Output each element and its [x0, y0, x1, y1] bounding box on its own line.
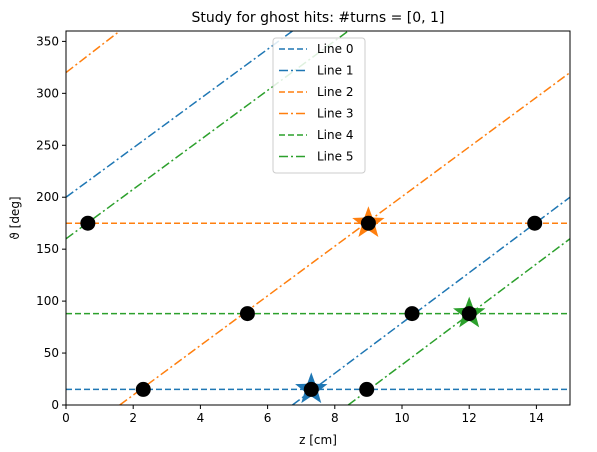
y-axis: 0 50 100 150 200 250 300 350: [36, 34, 66, 412]
legend: Line 0 Line 1 Line 2 Line 3 Line 4 Line 5: [272, 37, 366, 174]
x-axis: 0 2 4 6 8 10 12 14: [62, 405, 544, 425]
series-line-line-1-segment-0: [66, 31, 293, 198]
legend-label-line-5: Line 5: [317, 150, 353, 164]
x-tick-label: 10: [394, 411, 409, 425]
x-tick-label: 2: [129, 411, 137, 425]
plot-markers: [80, 206, 543, 404]
x-tick-label: 4: [197, 411, 205, 425]
y-axis-label: ϑ [deg]: [8, 196, 22, 239]
plot-lines: [66, 31, 570, 405]
chart-title: Study for ghost hits: #turns = [0, 1]: [192, 10, 445, 26]
hit-point-1: [360, 215, 376, 231]
y-tick-label: 300: [36, 86, 59, 100]
y-tick-label: 50: [44, 346, 59, 360]
y-tick-label: 250: [36, 138, 59, 152]
series-line-line-5-segment-5: [347, 238, 570, 405]
x-tick-label: 8: [331, 411, 339, 425]
legend-box: [272, 37, 366, 174]
y-tick-label: 200: [36, 190, 59, 204]
hit-point-2: [527, 215, 543, 231]
x-tick-label: 12: [462, 411, 477, 425]
hit-point-5: [461, 306, 477, 322]
legend-label-line-3: Line 3: [317, 107, 353, 121]
series-line-line-1-segment-1: [292, 196, 570, 405]
hit-point-7: [303, 381, 319, 397]
legend-label-line-2: Line 2: [317, 85, 353, 99]
y-tick-label: 150: [36, 242, 59, 256]
hit-point-0: [80, 215, 96, 231]
y-tick-label: 0: [51, 398, 59, 412]
x-axis-label: z [cm]: [299, 433, 337, 447]
x-tick-label: 14: [529, 411, 544, 425]
legend-label-line-4: Line 4: [317, 128, 353, 142]
x-tick-label: 6: [264, 411, 272, 425]
series-line-line-3-segment-2: [66, 31, 121, 74]
hit-point-3: [239, 306, 255, 322]
y-tick-label: 350: [36, 34, 59, 48]
plot-frame: [65, 30, 571, 406]
series-line-line-3-segment-3: [119, 71, 570, 405]
hit-point-6: [135, 381, 151, 397]
y-tick-label: 100: [36, 294, 59, 308]
legend-label-line-1: Line 1: [317, 64, 353, 78]
legend-label-line-0: Line 0: [317, 42, 353, 56]
x-tick-label: 0: [62, 411, 70, 425]
hit-point-8: [359, 381, 375, 397]
hit-point-4: [404, 306, 420, 322]
